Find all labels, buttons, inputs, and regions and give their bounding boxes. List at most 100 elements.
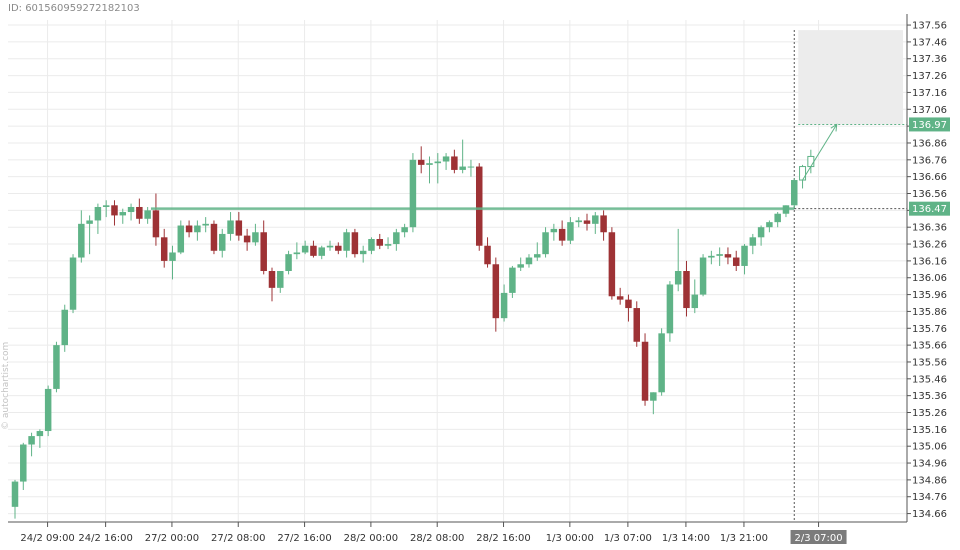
candle-body: [600, 215, 607, 233]
candle-body: [683, 271, 690, 309]
candle-body: [732, 257, 740, 266]
x-tick-label: 28/2 16:00: [476, 533, 530, 544]
price-label-text: 136.47: [912, 204, 947, 215]
candle-body: [185, 225, 193, 233]
x-tick-label: 24/2 09:00: [20, 533, 74, 544]
candle-body: [757, 227, 765, 238]
candle-body: [484, 245, 491, 265]
y-tick-label: 134.66: [912, 509, 947, 520]
y-tick-label: 136.56: [912, 189, 947, 200]
candle-body: [44, 388, 52, 432]
candle-body: [741, 245, 748, 266]
candle-body: [666, 284, 674, 334]
y-tick-label: 135.26: [912, 408, 947, 419]
candle-body: [442, 156, 450, 162]
y-tick-label: 137.06: [912, 105, 947, 116]
x-tick-label: 2/3 07:00: [795, 533, 843, 544]
candle-body: [268, 271, 276, 288]
price-label-bg: [909, 117, 950, 132]
y-tick-label: 137.16: [912, 88, 947, 99]
candle-body: [791, 180, 798, 206]
candle-body: [467, 166, 475, 168]
y-tick-label: 135.66: [912, 341, 947, 352]
candle-body: [194, 225, 201, 233]
candle-body: [558, 228, 566, 241]
price-label-bg: [909, 201, 950, 216]
y-tick-label: 134.86: [912, 475, 947, 486]
candle-body: [401, 227, 408, 233]
x-tick-label: 24/2 16:00: [78, 533, 132, 544]
projected-candle-body: [807, 155, 815, 168]
candle-body: [492, 264, 500, 319]
candle-body: [310, 245, 317, 256]
candle-body: [61, 309, 68, 346]
candle-body: [227, 220, 234, 234]
y-tick-label: 137.36: [912, 54, 947, 65]
x-tick-label: 27/2 08:00: [211, 533, 265, 544]
candle-body: [144, 210, 151, 219]
candle-body: [11, 481, 19, 507]
candle-body: [102, 205, 110, 207]
candle-body: [260, 232, 267, 271]
candle-body: [542, 232, 549, 255]
candle-body: [583, 220, 591, 224]
candle-body: [235, 220, 243, 236]
candle-body: [774, 213, 781, 223]
candle-body: [716, 254, 723, 256]
y-tick-label: 137.46: [912, 37, 947, 48]
candle-body: [368, 238, 375, 251]
candle-body: [534, 254, 541, 258]
y-tick-label: 135.46: [912, 374, 947, 385]
candle-body: [335, 245, 342, 251]
candle-body: [285, 254, 292, 271]
candle-body: [525, 257, 533, 265]
y-tick-label: 136.76: [912, 155, 947, 166]
candle-body: [625, 299, 632, 309]
candle-body: [641, 341, 649, 401]
candle-body: [633, 308, 640, 342]
x-highlight-label-bg: [790, 530, 847, 544]
candle-body: [426, 163, 433, 165]
x-tick-label: 27/2 00:00: [145, 533, 199, 544]
y-tick-label: 135.86: [912, 307, 947, 318]
y-tick-label: 135.06: [912, 442, 947, 453]
y-tick-label: 136.26: [912, 240, 947, 251]
x-tick-label: 1/3 14:00: [662, 533, 710, 544]
candle-body: [119, 212, 127, 216]
candle-body: [500, 292, 508, 319]
x-tick-label: 27/2 16:00: [277, 533, 331, 544]
candle-body: [749, 237, 757, 246]
projected-candle-body: [799, 166, 807, 181]
y-tick-label: 136.66: [912, 172, 947, 183]
candle-body: [152, 210, 160, 238]
candle-body: [434, 161, 442, 164]
candle-body: [699, 257, 707, 295]
candle-body: [459, 166, 466, 170]
candle-body: [376, 238, 384, 246]
price-axis: 134.66 134.76 134.86 134.96 135.06 135.16 135.…: [906, 14, 950, 522]
pattern-overlay: [150, 123, 907, 210]
candle-body: [111, 205, 118, 216]
candle-body: [318, 247, 325, 256]
y-tick-label: 135.96: [912, 290, 947, 301]
candle-body: [658, 333, 665, 393]
candle-body: [136, 206, 143, 219]
candle-body: [28, 436, 35, 445]
candle-body: [451, 156, 458, 170]
grid-lines: [8, 20, 907, 522]
candle-body: [169, 252, 176, 261]
y-tick-label: 135.36: [912, 391, 947, 402]
candle-body: [277, 271, 284, 288]
candle-body: [608, 232, 616, 297]
time-axis: 24/2 09:00 24/2 16:00 27/2 00:00 27/2 08:00…: [8, 521, 907, 544]
candle-body: [293, 252, 301, 255]
y-tick-label: 136.16: [912, 256, 947, 267]
candle-body: [708, 255, 715, 258]
candle-body: [210, 223, 218, 251]
candle-body: [252, 232, 259, 243]
y-tick-label: 134.96: [912, 459, 947, 470]
candle-body: [393, 232, 400, 245]
candle-body: [475, 166, 483, 246]
x-tick-label: 28/2 08:00: [410, 533, 464, 544]
